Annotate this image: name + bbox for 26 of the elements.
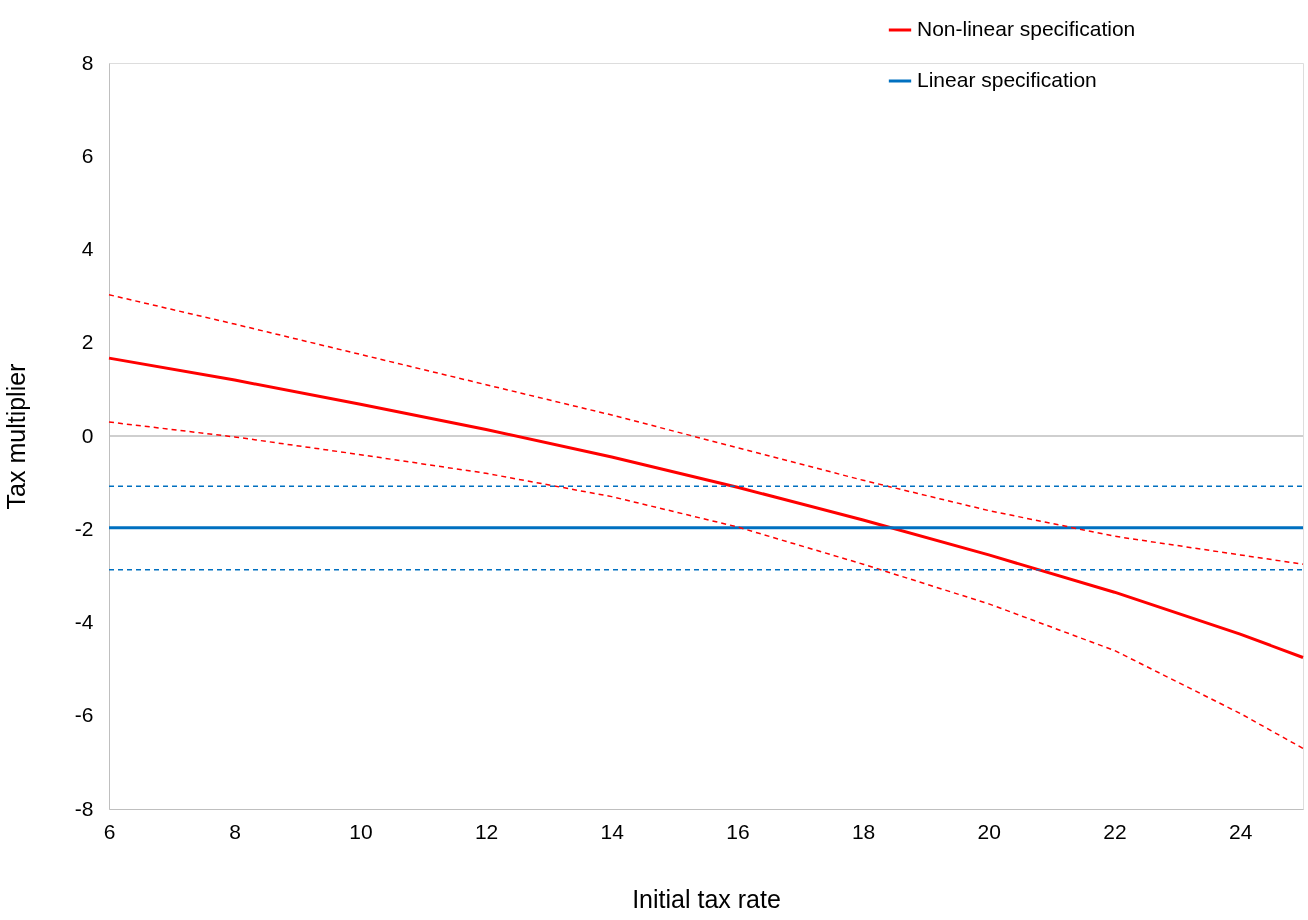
y-tick-label: -6 xyxy=(74,703,94,727)
legend-label: Linear specification xyxy=(917,68,1097,91)
y-tick-label: 0 xyxy=(81,423,94,447)
y-axis-title: Tax multiplier xyxy=(1,363,30,510)
x-tick-label: 6 xyxy=(103,819,116,843)
x-tick-label: 24 xyxy=(1228,819,1253,843)
y-tick-label: 6 xyxy=(81,143,94,167)
x-tick-label: 20 xyxy=(977,819,1001,843)
x-axis-title: Initial tax rate xyxy=(632,884,781,913)
y-tick-label: -2 xyxy=(74,516,94,540)
x-tick-label: 12 xyxy=(474,819,499,843)
legend-label: Non-linear specification xyxy=(917,17,1136,40)
x-tick-label: 16 xyxy=(726,819,750,843)
y-tick-label: -4 xyxy=(74,610,94,633)
x-tick-label: 22 xyxy=(1103,819,1127,843)
line-series xyxy=(108,293,1304,565)
x-tick-label: 8 xyxy=(229,819,242,843)
y-tick-label: 2 xyxy=(81,330,94,354)
x-tick-label: 18 xyxy=(851,819,876,843)
x-tick-label: 14 xyxy=(600,819,625,843)
line-series xyxy=(108,421,1304,750)
y-tick-label: -8 xyxy=(74,796,94,820)
y-tick-label: 8 xyxy=(81,50,94,74)
x-tick-label: 10 xyxy=(349,819,373,843)
y-tick-label: 4 xyxy=(81,237,94,260)
line-series xyxy=(107,356,1305,659)
